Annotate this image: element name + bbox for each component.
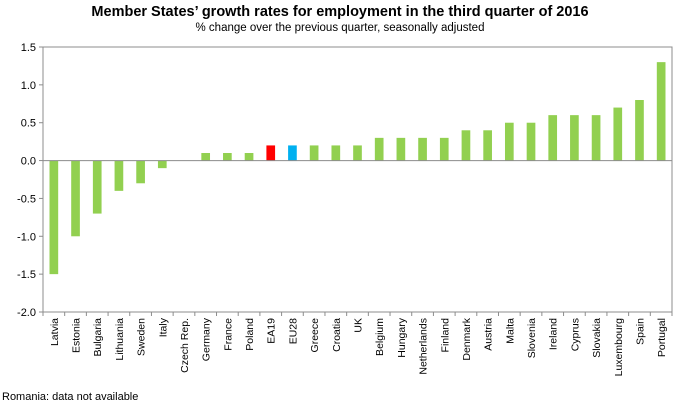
chart-subtitle: % change over the previous quarter, seas… <box>195 22 485 34</box>
y-tick-label: 0.0 <box>21 156 36 168</box>
x-tick-label: Hungary <box>396 317 408 357</box>
bar-ea19 <box>266 145 276 161</box>
x-tick-label: Sweden <box>136 318 148 356</box>
bar-chart: 1.5 1.0 0.5 0.0 -0.5 -1.0 -1.5 -2.0 Latvia Estoni… <box>17 42 673 377</box>
x-tick-label: Belgium <box>374 318 386 356</box>
x-tick-label: Austria <box>483 318 495 351</box>
y-tick-label: -0.5 <box>17 193 36 205</box>
x-tick-label: Greece <box>309 318 321 353</box>
x-tick-label: Luxembourg <box>613 318 625 377</box>
x-tick-label: Denmark <box>461 317 473 360</box>
chart-title: Member States’ growth rates for employme… <box>91 4 589 20</box>
bar-greece <box>309 145 319 161</box>
bar-austria <box>483 130 492 161</box>
bar-eu28 <box>288 145 297 161</box>
bar-poland <box>244 153 254 161</box>
bar-uk <box>353 145 362 161</box>
bar-ireland <box>548 115 558 161</box>
x-tick-label: Bulgaria <box>92 318 104 357</box>
bar-belgium <box>374 137 384 161</box>
x-tick-label: Slovenia <box>526 318 538 358</box>
x-tick-label: Poland <box>244 318 256 351</box>
y-tick-label: -2.0 <box>17 307 36 319</box>
y-tick-label: -1.5 <box>17 269 36 281</box>
x-tick-label: Lithuania <box>114 318 126 361</box>
x-tick-label: Estonia <box>71 318 83 353</box>
y-tick-label: 1.5 <box>21 42 36 54</box>
y-tick-label: 0.5 <box>21 118 36 130</box>
footnote: Romania: data not available <box>2 391 139 403</box>
bar-denmark <box>461 130 471 161</box>
bar-hungary <box>396 137 406 161</box>
x-tick-label: Czech Rep. <box>179 318 191 373</box>
x-tick-label: France <box>222 318 234 351</box>
x-tick-label: EU28 <box>287 318 299 344</box>
bar-luxembourg <box>613 107 623 161</box>
x-tick-label: Spain <box>634 318 646 345</box>
bar-estonia <box>71 160 80 237</box>
bar-france <box>223 153 232 161</box>
x-tick-label: Slovakia <box>591 318 603 358</box>
x-tick-label: Malta <box>504 318 516 344</box>
bar-bulgaria <box>92 160 102 214</box>
bar-italy <box>157 160 167 169</box>
bar-slovenia <box>526 122 536 161</box>
x-tick-label: Netherlands <box>418 318 430 375</box>
plot-frame <box>42 46 673 313</box>
bar-sweden <box>136 160 145 184</box>
x-tick-label: Ireland <box>548 318 560 350</box>
bar-finland <box>439 137 449 161</box>
x-tick-label: Italy <box>157 317 169 337</box>
bar-cyprus <box>570 115 579 161</box>
bar-malta <box>504 122 514 161</box>
y-tick-label: -1.0 <box>17 231 36 243</box>
bar-spain <box>635 100 644 161</box>
x-tick-label: Germany <box>201 317 213 361</box>
y-tick-label: 1.0 <box>21 80 36 92</box>
bar-croatia <box>331 145 341 161</box>
x-tick-label: Portugal <box>656 318 668 357</box>
bar-slovakia <box>591 115 601 161</box>
x-tick-label: Finland <box>439 318 451 353</box>
x-tick-label: EA19 <box>266 318 278 344</box>
x-tick-label: Croatia <box>331 318 343 352</box>
x-tick-label: Cyprus <box>569 318 581 351</box>
bar-germany <box>201 153 211 161</box>
bar-lithuania <box>114 160 124 191</box>
x-tick-label: Latvia <box>49 318 61 346</box>
bar-latvia <box>49 160 59 275</box>
bar-netherlands <box>418 137 427 161</box>
x-tick-label: UK <box>353 318 365 333</box>
bar-portugal <box>656 62 666 161</box>
